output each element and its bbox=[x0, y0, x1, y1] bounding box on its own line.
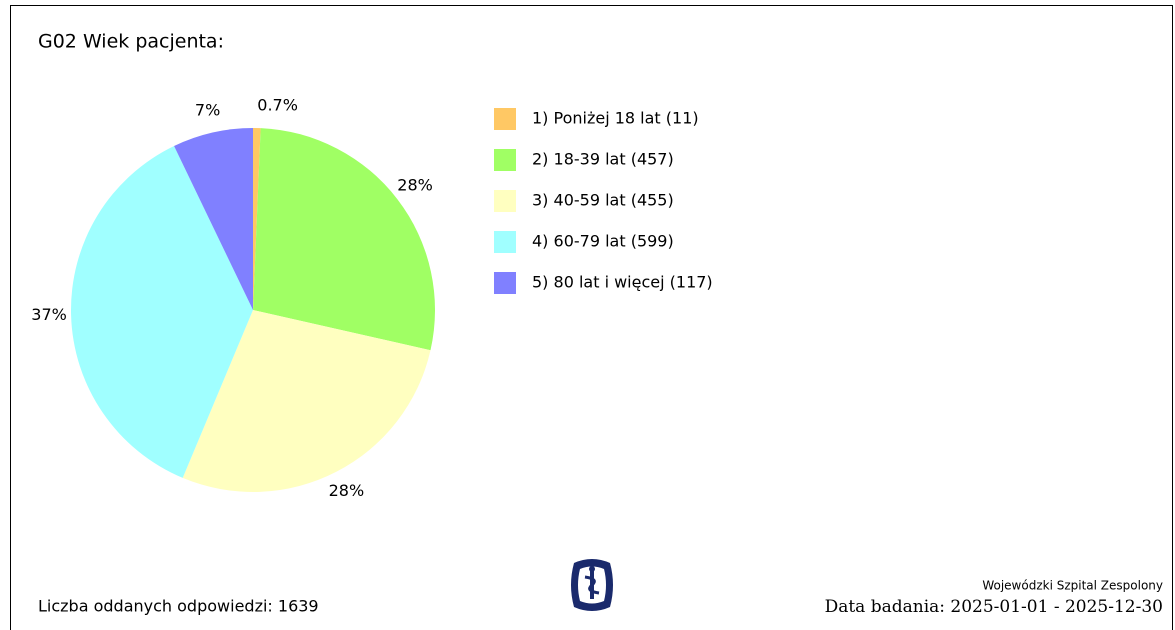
pie-slice bbox=[253, 128, 435, 351]
slice-label: 0.7% bbox=[257, 96, 298, 115]
study-date: Data badania: 2025-01-01 - 2025-12-30 bbox=[825, 597, 1163, 617]
slice-label: 37% bbox=[31, 305, 67, 324]
pie-slice bbox=[182, 310, 431, 492]
legend-label: 4) 60-79 lat (599) bbox=[532, 232, 674, 251]
pie-slice bbox=[70, 146, 253, 478]
hospital-name: Wojewódzki Szpital Zespolony bbox=[982, 579, 1163, 593]
pie-slice bbox=[174, 128, 253, 310]
legend-swatch bbox=[494, 108, 516, 130]
legend-swatch bbox=[494, 231, 516, 253]
logo-snake bbox=[584, 575, 600, 595]
study-date-label: Data badania: bbox=[825, 597, 945, 617]
study-date-range: 2025-01-01 - 2025-12-30 bbox=[950, 597, 1163, 617]
legend-label: 2) 18-39 lat (457) bbox=[532, 150, 674, 169]
legend-swatch bbox=[494, 190, 516, 212]
slice-label: 28% bbox=[329, 481, 365, 500]
legend-label: 5) 80 lat i więcej (117) bbox=[532, 273, 713, 292]
legend-swatch bbox=[494, 149, 516, 171]
slice-label: 28% bbox=[397, 176, 433, 195]
response-count: Liczba oddanych odpowiedzi: 1639 bbox=[38, 597, 319, 616]
logo-ring bbox=[571, 559, 613, 611]
chart-title: G02 Wiek pacjenta: bbox=[38, 31, 224, 53]
legend-label: 1) Poniżej 18 lat (11) bbox=[532, 109, 699, 128]
legend-swatch bbox=[494, 272, 516, 294]
legend-label: 3) 40-59 lat (455) bbox=[532, 191, 674, 210]
pie-slice bbox=[253, 128, 261, 310]
logo-head bbox=[589, 566, 595, 572]
logo bbox=[571, 559, 613, 611]
slice-label: 7% bbox=[195, 101, 220, 120]
